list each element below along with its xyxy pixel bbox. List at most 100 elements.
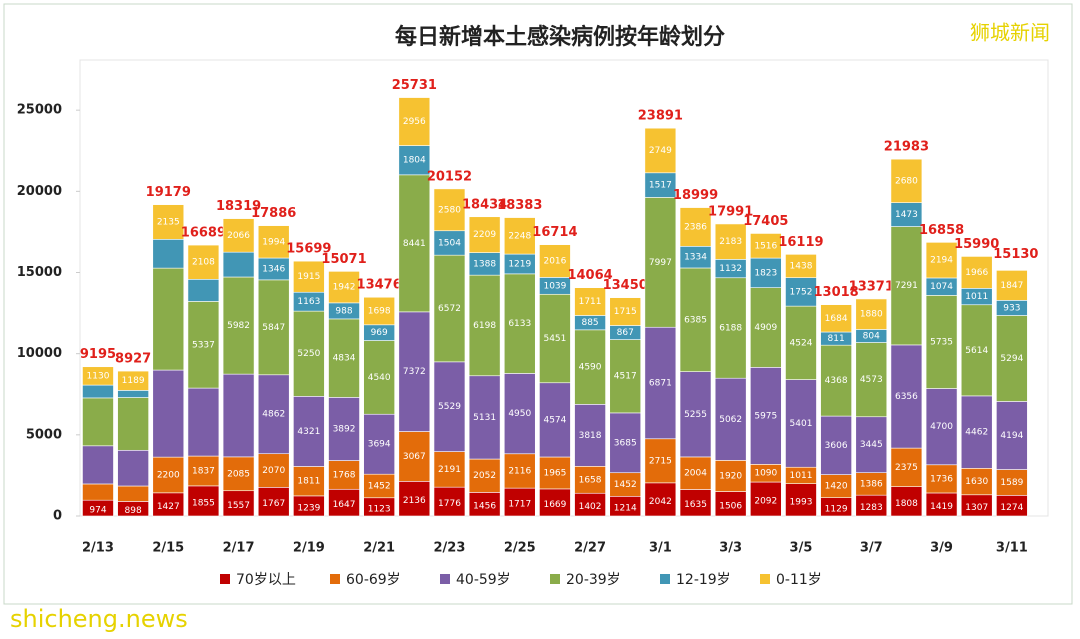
bar-segment [820,344,852,417]
data-label: 1684 [825,314,848,324]
data-label: 4950 [508,409,531,419]
data-label: 6356 [895,392,918,402]
bar-segment [257,487,290,517]
bar-segment [117,485,149,502]
bar-segment [714,223,747,260]
data-label: 1130 [87,371,110,381]
x-tick-label: 3/3 [719,541,742,556]
data-label: 1473 [895,210,918,220]
bar-segment [82,397,114,447]
data-label: 2248 [508,231,531,241]
data-label: 2108 [192,258,215,268]
total-label: 18383 [497,198,542,213]
data-label: 1715 [614,307,637,317]
data-label: 2956 [403,117,426,127]
bar-segment [679,371,712,458]
bar-segment [187,455,220,487]
bar-segment [644,326,677,440]
bar-segment [750,257,782,288]
bar-segment [609,412,642,474]
bar-segment [960,256,993,289]
bar-segment [574,466,606,494]
legend-label: 12-19岁 [676,572,731,588]
x-tick-label: 3/1 [649,541,672,556]
bar-segment [960,468,993,496]
data-label: 1388 [473,259,496,269]
data-label: 811 [828,334,845,344]
bar-segment [82,366,114,386]
x-tick-label: 2/13 [82,541,114,556]
total-label: 16119 [778,235,823,250]
bar-segment [996,270,1028,301]
data-label: 6133 [508,319,531,329]
bar-segment [187,279,220,302]
total-label: 13476 [357,278,402,293]
data-label: 1402 [579,502,602,512]
bar-segment [187,301,220,389]
data-label: 1966 [965,268,988,278]
data-label: 1132 [719,264,742,274]
data-label: 1346 [262,264,285,274]
total-label: 13371 [849,279,894,294]
legend-swatch [760,574,770,584]
total-label: 18319 [216,199,261,214]
data-label: 6198 [473,321,496,331]
data-label: 1456 [473,502,496,512]
data-label: 2092 [754,497,777,507]
data-label: 1419 [930,502,953,512]
bar-segment [644,438,677,484]
data-label: 1214 [614,504,637,514]
bar-segment [117,390,149,398]
bar-segment [152,369,185,458]
data-label: 1837 [192,466,215,476]
data-label: 1307 [965,503,988,513]
data-label: 885 [581,318,598,328]
data-label: 1129 [825,504,848,514]
data-label: 2135 [157,217,180,227]
total-label: 17991 [708,204,753,219]
data-label: 5451 [543,334,566,344]
total-label: 8927 [115,352,151,367]
x-tick-label: 2/15 [152,541,184,556]
data-label: 2136 [403,496,426,506]
data-label: 4590 [579,363,602,373]
bar-segment [152,267,185,371]
x-tick-label: 3/5 [790,541,813,556]
bar-segment [82,483,114,501]
bar-segment [890,158,923,203]
bar-segment [328,271,360,304]
total-label: 16714 [532,225,577,240]
total-label: 17886 [251,206,296,221]
data-label: 1283 [860,503,883,513]
bar-segment [609,297,642,326]
bar-segment [117,370,149,391]
data-label: 2200 [157,470,180,480]
bar-segment [187,244,220,280]
data-label: 1855 [192,498,215,508]
bar-segment [187,485,220,517]
data-label: 1994 [262,237,285,247]
bar-segment [644,197,677,328]
bar-segment [293,396,325,467]
total-label: 15071 [321,252,366,267]
data-label: 8441 [403,239,426,249]
data-label: 2680 [895,176,918,186]
data-label: 4524 [790,338,813,348]
data-label: 7997 [649,258,672,268]
data-label: 4573 [860,375,883,385]
bar-segment [785,277,817,307]
data-label: 1993 [790,497,813,507]
data-label: 6572 [438,304,461,314]
bar-segment [855,342,888,418]
data-label: 3818 [579,431,602,441]
legend-label: 40-59岁 [456,572,511,588]
data-label: 1011 [965,292,988,302]
bar-segment [890,486,923,517]
bar-segment [855,298,888,330]
bar-segment [433,451,466,488]
x-tick-label: 2/27 [574,541,606,556]
data-label: 1239 [297,503,320,513]
data-label: 2066 [227,231,250,241]
total-label: 19179 [146,185,191,200]
